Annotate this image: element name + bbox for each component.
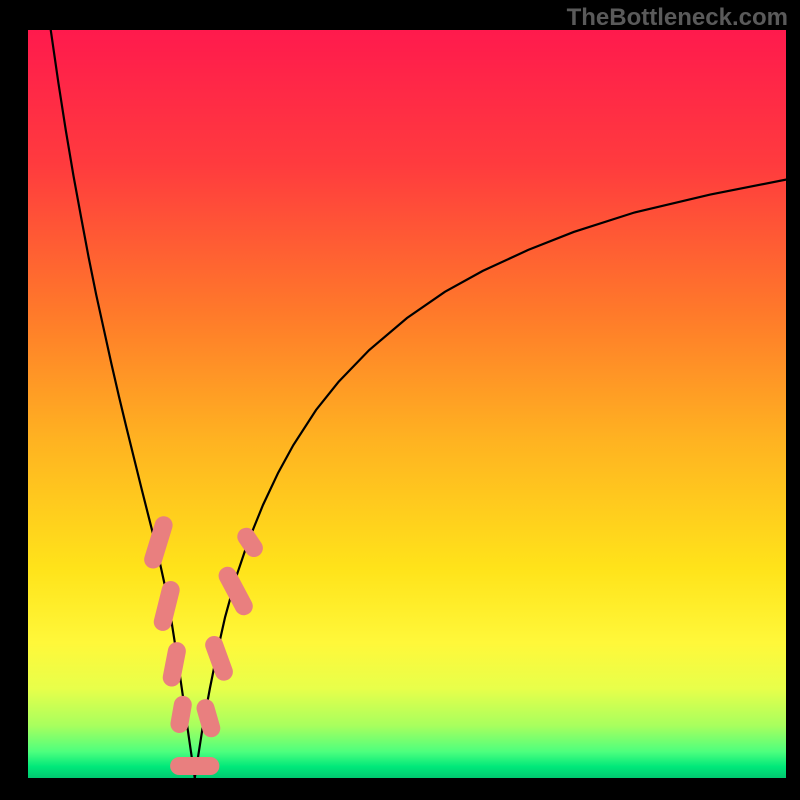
curve-marker: [170, 757, 219, 775]
chart-container: TheBottleneck.com: [0, 0, 800, 800]
gradient-background: [28, 30, 786, 778]
plot-area: [28, 30, 786, 778]
plot-svg: [28, 30, 786, 778]
watermark-label: TheBottleneck.com: [567, 4, 788, 32]
